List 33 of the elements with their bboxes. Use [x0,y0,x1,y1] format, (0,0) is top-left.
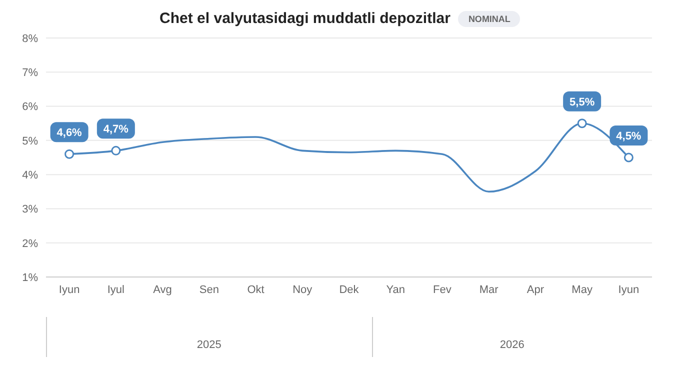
chart-subtitle: NOMINAL [458,11,520,28]
y-tick-label: 5% [22,135,38,148]
x-tick-label: Apr [526,284,544,296]
data-label: 4,6% [56,127,82,140]
point [624,152,634,162]
x-tick-label: Yan [386,284,405,296]
x-tick-label: Mar [479,284,499,296]
x-tick-label: Iyul [107,284,124,296]
y-tick-label: 1% [22,272,38,284]
data-label: 5,5% [570,96,595,108]
y-tick-label: 3% [22,204,38,216]
x-tick-label: Iyun [618,284,640,296]
x-tick-label: Sen [199,284,219,296]
data-label: 4,5% [616,130,642,142]
x-tick-label: Okt [247,284,264,296]
point [577,118,587,128]
point [64,149,74,159]
y-tick-label: 6% [22,101,38,114]
data-label: 4,7% [103,124,129,136]
y-tick-label: 2% [22,238,38,250]
text: 2025 [196,339,222,351]
x-tick-label: Avg [153,284,172,296]
point [111,146,121,156]
text: 2026 [498,339,526,351]
y-tick-label: 7% [22,67,38,80]
y-tick-label: 4% [22,169,38,182]
x-tick-label: Iyun [58,284,80,296]
y-tick-label: 8% [22,32,38,45]
chart-title: Chet el valyutasidagi muddatli depozitlar [160,10,450,27]
x-tick-label: Dek [339,284,360,296]
x-tick-label: Noy [292,284,313,296]
x-tick-label: Fev [433,284,452,296]
x-tick-label: May [572,284,593,296]
